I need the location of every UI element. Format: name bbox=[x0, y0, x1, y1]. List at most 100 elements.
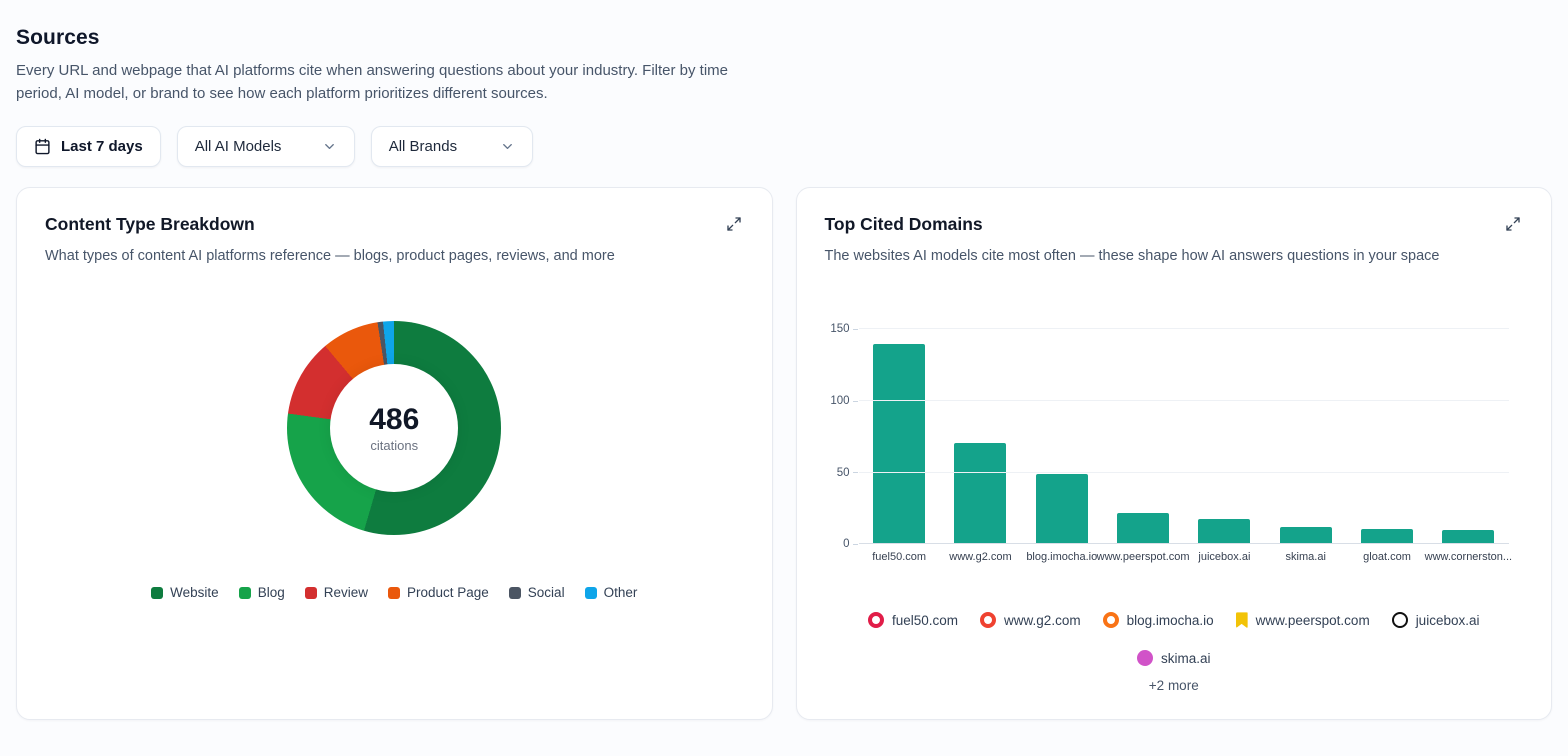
bar[interactable] bbox=[1198, 518, 1251, 545]
legend-label: Social bbox=[527, 585, 565, 601]
page-title: Sources bbox=[16, 26, 100, 49]
expand-icon bbox=[726, 216, 741, 231]
domain-chip[interactable]: skima.ai bbox=[1136, 650, 1211, 667]
bar[interactable] bbox=[873, 343, 926, 545]
legend-swatch bbox=[584, 586, 597, 599]
x-axis-label: www.g2.com bbox=[949, 551, 1012, 564]
calendar-icon bbox=[35, 138, 50, 154]
cards-row: Content Type Breakdown What types of con… bbox=[16, 186, 1552, 720]
legend-swatch bbox=[508, 586, 521, 599]
domain-chip-label: blog.imocha.io bbox=[1126, 612, 1214, 628]
content-type-legend: Website Blog Review Product Page Social Other bbox=[45, 585, 744, 600]
bar-column: gloat.com bbox=[1346, 329, 1427, 563]
filter-row: Last 7 days All AI Models All Brands bbox=[16, 125, 1552, 167]
page-description: Every URL and webpage that AI platforms … bbox=[16, 62, 729, 102]
bar[interactable] bbox=[1035, 474, 1088, 545]
bar-column: blog.imocha.io bbox=[1021, 329, 1102, 563]
expand-button[interactable] bbox=[1503, 214, 1523, 234]
legend-item: Product Page bbox=[387, 585, 489, 601]
chevron-down-icon bbox=[502, 143, 512, 149]
domain-chip[interactable]: www.peerspot.com bbox=[1235, 612, 1370, 629]
domain-chip[interactable]: fuel50.com bbox=[868, 612, 959, 629]
y-axis-tick-label: 100 bbox=[830, 395, 858, 407]
legend-item: Blog bbox=[238, 585, 285, 601]
bar[interactable] bbox=[1361, 528, 1414, 545]
gridline bbox=[858, 328, 1509, 330]
legend-item: Other bbox=[584, 585, 638, 601]
legend-item: Website bbox=[151, 585, 219, 600]
bar[interactable] bbox=[1279, 527, 1332, 545]
bar-column: juicebox.ai bbox=[1184, 329, 1265, 563]
top-domains-card-title: Top Cited Domains bbox=[824, 213, 983, 234]
legend-item: Social bbox=[508, 585, 565, 601]
bar-column: www.peerspot.com bbox=[1097, 329, 1190, 563]
domain-chip[interactable]: www.g2.com bbox=[980, 612, 1081, 629]
y-axis-tick-label: 0 bbox=[843, 538, 858, 550]
expand-button[interactable] bbox=[724, 214, 744, 234]
domain-chip[interactable]: juicebox.ai bbox=[1391, 612, 1480, 629]
skima-favicon-icon bbox=[1136, 650, 1153, 667]
imocha-favicon-icon bbox=[1102, 612, 1119, 629]
bar-grid: fuel50.com www.g2.com blog.imocha.io www.pe… bbox=[830, 323, 1512, 563]
legend-label: Product Page bbox=[406, 585, 489, 601]
domain-chip[interactable]: blog.imocha.io bbox=[1102, 612, 1214, 629]
legend-label: Review bbox=[323, 585, 368, 601]
juicebox-favicon-icon bbox=[1391, 612, 1408, 629]
chevron-down-icon bbox=[324, 143, 334, 149]
fuel50-favicon-icon bbox=[868, 612, 884, 629]
legend-label: Website bbox=[170, 585, 219, 601]
bar[interactable] bbox=[1117, 512, 1170, 545]
donut-chart[interactable]: 486 citations bbox=[287, 321, 502, 536]
x-axis-label: juicebox.ai bbox=[1198, 551, 1251, 564]
bar-columns: fuel50.com www.g2.com blog.imocha.io www.pe… bbox=[859, 329, 1512, 563]
domain-chip-label: www.peerspot.com bbox=[1255, 612, 1370, 628]
date-range-label: Last 7 days bbox=[61, 137, 143, 155]
x-axis-label: gloat.com bbox=[1363, 551, 1411, 564]
top-domains-card: Top Cited Domains The websites AI models… bbox=[795, 186, 1552, 720]
bar-column: www.g2.com bbox=[940, 329, 1021, 563]
content-type-card-subtitle: What types of content AI platforms refer… bbox=[45, 247, 615, 264]
x-axis-label: skima.ai bbox=[1285, 551, 1326, 564]
bar[interactable] bbox=[954, 442, 1007, 545]
content-type-card: Content Type Breakdown What types of con… bbox=[16, 186, 773, 720]
date-range-button[interactable]: Last 7 days bbox=[16, 125, 161, 167]
legend-swatch bbox=[151, 586, 164, 599]
bar-chart: fuel50.com www.g2.com blog.imocha.io www.pe… bbox=[830, 323, 1512, 563]
sources-page: Sources Every URL and webpage that AI pl… bbox=[0, 0, 1568, 720]
ai-model-value: All AI Models bbox=[194, 137, 282, 155]
domain-chip-label: fuel50.com bbox=[892, 612, 959, 628]
domain-chip-row: fuel50.com www.g2.com blog.imocha.io www.pe… bbox=[825, 612, 1524, 667]
gridline bbox=[858, 543, 1509, 545]
brand-select[interactable]: All Brands bbox=[370, 125, 533, 167]
x-axis-label: fuel50.com bbox=[872, 551, 927, 564]
ai-model-select[interactable]: All AI Models bbox=[176, 125, 355, 167]
x-axis-label: blog.imocha.io bbox=[1026, 551, 1098, 564]
g2-favicon-icon bbox=[980, 612, 997, 629]
y-axis-tick-label: 50 bbox=[837, 467, 859, 479]
gridline bbox=[858, 400, 1509, 402]
domain-chip-label: www.g2.com bbox=[1004, 612, 1081, 628]
brand-value: All Brands bbox=[388, 137, 458, 155]
legend-label: Blog bbox=[257, 585, 285, 601]
legend-swatch bbox=[387, 586, 400, 599]
domain-chip-label: skima.ai bbox=[1160, 650, 1211, 666]
more-domains-link[interactable]: +2 more bbox=[1148, 678, 1199, 694]
bar-column: skima.ai bbox=[1265, 329, 1346, 563]
x-axis-label: www.cornerston... bbox=[1424, 551, 1513, 564]
legend-item: Review bbox=[304, 585, 368, 601]
bar-column: fuel50.com bbox=[859, 329, 940, 563]
gridline bbox=[858, 471, 1509, 473]
content-type-card-title: Content Type Breakdown bbox=[45, 213, 255, 234]
bar[interactable] bbox=[1442, 530, 1495, 545]
donut-center: 486 citations bbox=[330, 364, 459, 493]
y-axis-tick-label: 150 bbox=[830, 323, 858, 335]
x-axis-label: www.peerspot.com bbox=[1096, 551, 1190, 564]
domain-chip-label: juicebox.ai bbox=[1415, 612, 1480, 628]
citations-total: 486 bbox=[369, 403, 420, 437]
citations-total-label: citations bbox=[370, 438, 419, 454]
legend-label: Other bbox=[603, 585, 638, 601]
bar-column: www.cornerston... bbox=[1425, 329, 1512, 563]
legend-swatch bbox=[238, 586, 251, 599]
top-domains-card-subtitle: The websites AI models cite most often —… bbox=[824, 247, 1440, 264]
legend-swatch bbox=[304, 586, 317, 599]
